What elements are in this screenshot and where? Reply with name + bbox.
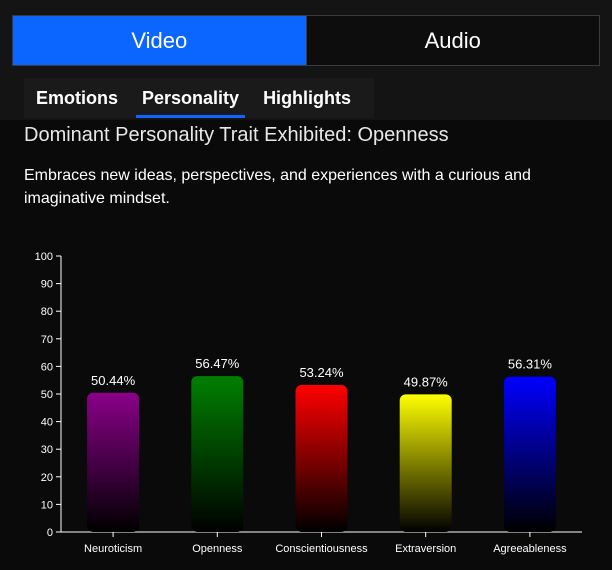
x-tick-label-neuroticism: Neuroticism [84, 543, 142, 555]
tab-audio[interactable]: Audio [305, 16, 599, 65]
tab-emotions[interactable]: Emotions [36, 87, 119, 108]
x-axis: Neuroticism Openness Conscientiousness Extr… [61, 531, 582, 555]
value-label-conscientiousness: 53.24% [299, 365, 344, 380]
bar-extraversion [399, 394, 452, 532]
x-tick-label-openness: Openness [192, 543, 243, 555]
value-label-neuroticism: 50.44% [91, 373, 136, 388]
y-tick-label: 90 [41, 279, 53, 291]
y-tick-label: 20 [41, 472, 53, 484]
bar-conscientiousness [295, 385, 348, 532]
bars: 50.44% 56.47% 53.24% 49.87% 56.31% [87, 356, 556, 532]
y-tick-label: 10 [41, 499, 53, 511]
value-label-openness: 56.47% [195, 356, 240, 371]
bar-agreeableness [503, 376, 556, 532]
y-tick-label: 60 [41, 361, 53, 373]
y-tick-label: 50 [41, 389, 53, 401]
dominant-trait-title: Dominant Personality Trait Exhibited: Op… [24, 124, 449, 146]
y-axis: 0 10 20 30 40 50 60 70 80 90 100 [35, 251, 62, 539]
analysis-tabs: Emotions Personality Highlights [24, 78, 374, 118]
tab-highlights[interactable]: Highlights [263, 87, 352, 108]
media-tabs: Video Audio [12, 15, 600, 66]
personality-content: Dominant Personality Trait Exhibited: Op… [0, 120, 612, 570]
x-tick-label-conscientiousness: Conscientiousness [275, 543, 368, 555]
value-label-agreeableness: 56.31% [508, 357, 553, 372]
x-tick-label-extraversion: Extraversion [395, 543, 456, 555]
y-tick-label: 70 [41, 334, 53, 346]
bar-openness [191, 376, 244, 532]
y-tick-label: 80 [41, 306, 53, 318]
tab-video[interactable]: Video [13, 16, 306, 65]
bar-neuroticism [87, 392, 140, 532]
y-tick-label: 100 [35, 251, 53, 263]
value-label-extraversion: 49.87% [404, 374, 449, 389]
y-tick-label: 0 [47, 527, 53, 539]
tab-personality[interactable]: Personality [130, 78, 251, 118]
x-tick-label-agreeableness: Agreeableness [493, 543, 567, 555]
dominant-trait-description: Embraces new ideas, perspectives, and ex… [24, 167, 531, 207]
personality-bar-chart: 0 10 20 30 40 50 60 70 80 90 100 Neuroticism Openne… [35, 251, 582, 555]
y-tick-label: 30 [41, 444, 53, 456]
y-tick-label: 40 [41, 417, 53, 429]
